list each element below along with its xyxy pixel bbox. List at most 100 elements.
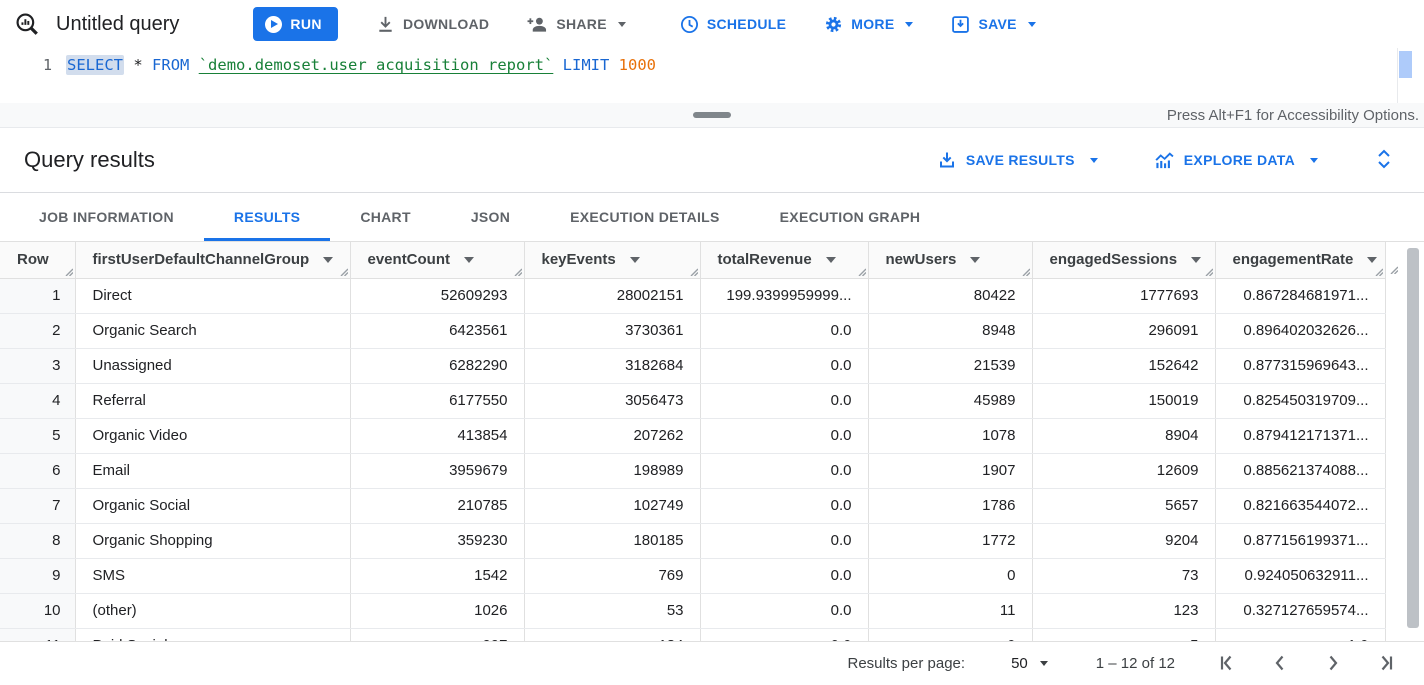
- tab-execution-details[interactable]: EXECUTION DETAILS: [570, 209, 720, 225]
- data-cell[interactable]: 0.0: [700, 418, 869, 454]
- data-cell[interactable]: 0.867284681971...: [1215, 278, 1386, 314]
- data-cell[interactable]: 5657: [1032, 488, 1216, 524]
- data-cell[interactable]: 1078: [868, 418, 1033, 454]
- data-cell[interactable]: Organic Shopping: [75, 523, 351, 559]
- data-cell[interactable]: 123: [1032, 593, 1216, 629]
- schedule-button[interactable]: SCHEDULE: [674, 0, 792, 48]
- sort-menu-icon[interactable]: [629, 257, 640, 264]
- data-cell[interactable]: 0: [868, 628, 1033, 641]
- data-cell[interactable]: 0.879412171371...: [1215, 418, 1386, 454]
- tab-json[interactable]: JSON: [470, 209, 511, 225]
- data-cell[interactable]: 12609: [1032, 453, 1216, 489]
- sort-menu-icon[interactable]: [464, 257, 474, 264]
- data-cell[interactable]: 0.877156199371...: [1215, 523, 1386, 559]
- resize-handle-icon[interactable]: [1373, 266, 1383, 276]
- resize-handle-icon[interactable]: [1203, 266, 1213, 276]
- data-cell[interactable]: 180185: [524, 523, 701, 559]
- header-firstUserDefaultChannelGroup[interactable]: firstUserDefaultChannelGroup: [75, 242, 351, 279]
- tab-results[interactable]: RESULTS: [203, 193, 331, 241]
- data-cell[interactable]: 0.825450319709...: [1215, 383, 1386, 419]
- header-newUsers[interactable]: newUsers: [868, 242, 1033, 279]
- data-cell[interactable]: (other): [75, 593, 351, 629]
- header-row[interactable]: Row: [0, 242, 76, 279]
- save-button[interactable]: SAVE: [945, 0, 1041, 48]
- data-cell[interactable]: Organic Search: [75, 313, 351, 349]
- download-button[interactable]: DOWNLOAD: [370, 0, 495, 48]
- next-page-button[interactable]: [1323, 653, 1343, 675]
- header-totalRevenue[interactable]: totalRevenue: [700, 242, 869, 279]
- sql-editor[interactable]: 1 SELECT * FROM `demo.demoset.user_acqui…: [0, 48, 1424, 103]
- header-eventCount[interactable]: eventCount: [350, 242, 525, 279]
- data-cell[interactable]: 1.0: [1215, 628, 1386, 641]
- data-cell[interactable]: 6282290: [350, 348, 525, 384]
- data-cell[interactable]: 1772: [868, 523, 1033, 559]
- resize-handle-icon[interactable]: [338, 266, 348, 276]
- data-cell[interactable]: 53: [524, 593, 701, 629]
- data-cell[interactable]: 1786: [868, 488, 1033, 524]
- data-cell[interactable]: 296091: [1032, 313, 1216, 349]
- sort-menu-icon[interactable]: [970, 257, 981, 264]
- data-cell[interactable]: 0.924050632911...: [1215, 558, 1386, 594]
- data-cell[interactable]: 9204: [1032, 523, 1216, 559]
- data-cell[interactable]: 0.327127659574...: [1215, 593, 1386, 629]
- data-cell[interactable]: 207262: [524, 418, 701, 454]
- data-cell[interactable]: 3056473: [524, 383, 701, 419]
- data-cell[interactable]: 0: [868, 558, 1033, 594]
- sql-code-line[interactable]: SELECT * FROM `demo.demoset.user_acquisi…: [66, 55, 656, 75]
- data-cell[interactable]: 359230: [350, 523, 525, 559]
- data-cell[interactable]: 152642: [1032, 348, 1216, 384]
- data-cell[interactable]: 210785: [350, 488, 525, 524]
- data-cell[interactable]: Referral: [75, 383, 351, 419]
- more-button[interactable]: MORE: [818, 0, 919, 48]
- sql-table-link[interactable]: `demo.demoset.user_acquisition_report`: [198, 56, 554, 74]
- run-button[interactable]: RUN: [253, 7, 338, 41]
- data-cell[interactable]: 3730361: [524, 313, 701, 349]
- data-cell[interactable]: 0.0: [700, 593, 869, 629]
- data-cell[interactable]: 769: [524, 558, 701, 594]
- page-size-select[interactable]: 50: [1011, 655, 1048, 672]
- tab-execution-graph[interactable]: EXECUTION GRAPH: [779, 209, 921, 225]
- tab-chart[interactable]: CHART: [360, 209, 411, 225]
- data-cell[interactable]: 1907: [868, 453, 1033, 489]
- data-cell[interactable]: 1777693: [1032, 278, 1216, 314]
- data-cell[interactable]: 3182684: [524, 348, 701, 384]
- data-cell[interactable]: 0.0: [700, 558, 869, 594]
- data-cell[interactable]: 73: [1032, 558, 1216, 594]
- data-cell[interactable]: 150019: [1032, 383, 1216, 419]
- data-cell[interactable]: Paid Social: [75, 628, 351, 641]
- data-cell[interactable]: 0.0: [700, 453, 869, 489]
- resize-handle-icon[interactable]: [688, 266, 698, 276]
- sort-menu-icon[interactable]: [323, 257, 334, 264]
- last-page-button[interactable]: [1376, 653, 1396, 675]
- data-cell[interactable]: 5: [1032, 628, 1216, 641]
- data-cell[interactable]: 0.821663544072...: [1215, 488, 1386, 524]
- data-cell[interactable]: 0.0: [700, 313, 869, 349]
- data-cell[interactable]: 134: [524, 628, 701, 641]
- data-cell[interactable]: 198989: [524, 453, 701, 489]
- tab-job-information[interactable]: JOB INFORMATION: [39, 209, 174, 225]
- collapse-panel-button[interactable]: [1374, 146, 1394, 175]
- data-cell[interactable]: 0.885621374088...: [1215, 453, 1386, 489]
- save-results-button[interactable]: SAVE RESULTS: [937, 150, 1098, 170]
- data-cell[interactable]: 3959679: [350, 453, 525, 489]
- data-cell[interactable]: 0.0: [700, 383, 869, 419]
- data-cell[interactable]: 0.0: [700, 628, 869, 641]
- data-cell[interactable]: 0.0: [700, 488, 869, 524]
- drag-handle[interactable]: [693, 112, 731, 118]
- data-cell[interactable]: 6423561: [350, 313, 525, 349]
- data-cell[interactable]: 0.877315969643...: [1215, 348, 1386, 384]
- data-cell[interactable]: Email: [75, 453, 351, 489]
- data-cell[interactable]: 45989: [868, 383, 1033, 419]
- resize-handle-icon[interactable]: [856, 266, 866, 276]
- data-cell[interactable]: 102749: [524, 488, 701, 524]
- sort-menu-icon[interactable]: [1367, 257, 1378, 264]
- data-cell[interactable]: Organic Social: [75, 488, 351, 524]
- data-cell[interactable]: Unassigned: [75, 348, 351, 384]
- header-engagementRate[interactable]: engagementRate: [1215, 242, 1386, 279]
- sort-menu-icon[interactable]: [1191, 257, 1202, 264]
- data-cell[interactable]: 80422: [868, 278, 1033, 314]
- data-cell[interactable]: 8904: [1032, 418, 1216, 454]
- data-cell[interactable]: 0.0: [700, 348, 869, 384]
- data-cell[interactable]: 28002151: [524, 278, 701, 314]
- data-cell[interactable]: 199.9399959999...: [700, 278, 869, 314]
